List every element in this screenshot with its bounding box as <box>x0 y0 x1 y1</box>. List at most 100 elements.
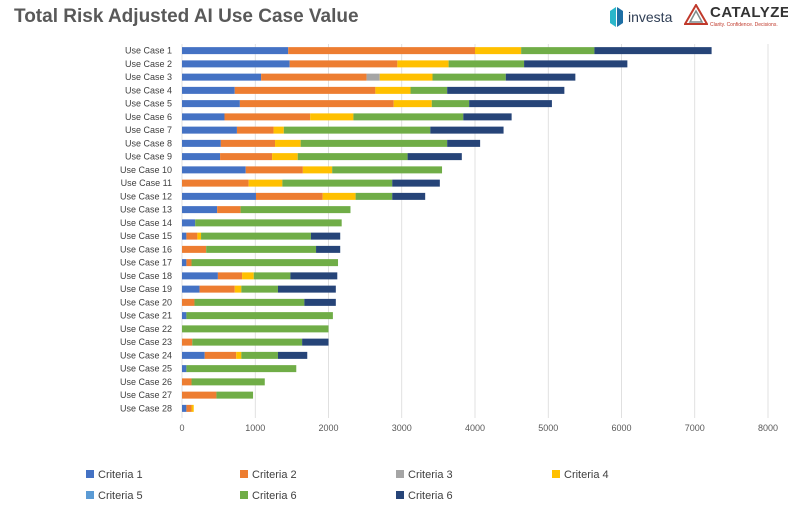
category-label: Use Case 26 <box>120 377 172 387</box>
category-labels: Use Case 1 Use Case 2 Use Case 3 Use Case 4… <box>120 46 172 414</box>
legend-entry: Criteria 5 <box>98 490 143 502</box>
bar-segment <box>240 206 351 214</box>
bar-segment <box>594 47 712 55</box>
chart-title: Total Risk Adjusted AI Use Case Value <box>14 6 359 27</box>
bar-segment <box>182 126 237 134</box>
bar-segment <box>182 179 249 187</box>
bar-segment <box>283 126 431 134</box>
bar-segment <box>182 153 221 161</box>
bar-segment <box>186 404 192 412</box>
bar-segment <box>379 73 433 81</box>
category-label: Use Case 13 <box>120 205 172 215</box>
bar-segment <box>216 391 254 399</box>
legend-entry: Criteria 1 <box>98 469 143 481</box>
legend-swatch <box>396 470 404 478</box>
bar-segment <box>475 47 522 55</box>
bar-segment <box>432 73 506 81</box>
legend-entry: Criteria 3 <box>408 469 453 481</box>
category-label: Use Case 18 <box>120 271 172 281</box>
bar-segment <box>182 219 196 227</box>
bar-segment <box>366 73 380 81</box>
bar-segment <box>182 113 225 121</box>
legend-swatch <box>240 491 248 499</box>
category-label: Use Case 12 <box>120 191 172 201</box>
bar-segment <box>234 285 242 293</box>
bar-segment <box>447 86 565 94</box>
x-tick-label: 8000 <box>758 423 778 433</box>
gridlines <box>181 44 769 418</box>
category-label: Use Case 21 <box>120 311 172 321</box>
category-label: Use Case 1 <box>125 46 172 56</box>
x-tick-label: 6000 <box>611 423 631 433</box>
bar-segment <box>224 113 311 121</box>
bar-segment <box>239 100 394 108</box>
bar-segment <box>191 404 194 412</box>
bar-segment <box>182 298 195 306</box>
bar-segment <box>182 272 218 280</box>
bar-segment <box>201 232 311 240</box>
bar-segment <box>182 338 193 346</box>
category-label: Use Case 8 <box>125 138 172 148</box>
legend-entry: Criteria 2 <box>252 469 297 481</box>
bar-segment <box>505 73 576 81</box>
bar-segment <box>195 219 342 227</box>
category-label: Use Case 24 <box>120 350 172 360</box>
bar-segment <box>182 232 187 240</box>
legend-entry: Criteria 6 <box>408 490 453 502</box>
bar-segment <box>463 113 512 121</box>
bar-segment <box>469 100 552 108</box>
bar-segment <box>297 153 408 161</box>
bar-segment <box>197 232 202 240</box>
bar-segment <box>322 192 356 200</box>
bar-segment <box>192 338 303 346</box>
investa-logo-text: investa <box>628 9 673 25</box>
bar-segment <box>220 153 273 161</box>
bar-segment <box>332 166 443 174</box>
bar-segment <box>182 285 200 293</box>
bars <box>182 47 712 412</box>
bar-segment <box>220 139 276 147</box>
bar-segment <box>277 285 336 293</box>
bar-segment <box>255 192 323 200</box>
bar-segment <box>241 351 278 359</box>
x-tick-label: 3000 <box>392 423 412 433</box>
category-label: Use Case 11 <box>121 178 172 188</box>
category-label: Use Case 10 <box>120 165 172 175</box>
bar-segment <box>182 206 218 214</box>
bar-segment <box>236 126 274 134</box>
x-tick-label: 2000 <box>318 423 338 433</box>
legend: Criteria 1 Criteria 2 Criteria 3 Criteria 4… <box>86 469 609 502</box>
bar-segment <box>393 100 432 108</box>
investa-logo-icon <box>610 7 623 27</box>
category-label: Use Case 17 <box>120 258 172 268</box>
bar-segment <box>182 259 187 267</box>
bar-segment <box>245 166 303 174</box>
legend-swatch <box>552 470 560 478</box>
bar-segment <box>248 179 283 187</box>
bar-segment <box>182 391 217 399</box>
bar-segment <box>182 365 187 373</box>
bar-segment <box>186 312 333 320</box>
bar-segment <box>392 192 426 200</box>
bar-segment <box>194 298 305 306</box>
category-label: Use Case 16 <box>120 244 172 254</box>
bar-segment <box>217 206 241 214</box>
category-label: Use Case 23 <box>120 337 172 347</box>
bar-segment <box>302 166 333 174</box>
bar-segment <box>191 378 265 386</box>
bar-segment <box>182 139 221 147</box>
bar-segment <box>242 272 254 280</box>
bar-segment <box>186 232 198 240</box>
bar-segment <box>353 113 464 121</box>
category-label: Use Case 22 <box>120 324 172 334</box>
bar-segment <box>204 351 237 359</box>
bar-segment <box>375 86 411 94</box>
legend-swatch <box>86 470 94 478</box>
bar-segment <box>182 60 290 68</box>
bar-segment <box>182 378 192 386</box>
bar-segment <box>182 404 187 412</box>
legend-swatch <box>240 470 248 478</box>
legend-entry: Criteria 6 <box>252 490 297 502</box>
category-label: Use Case 3 <box>125 72 172 82</box>
